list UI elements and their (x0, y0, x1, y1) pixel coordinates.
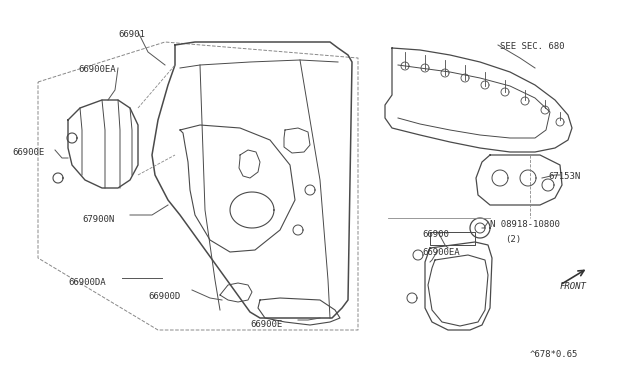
Text: N 08918-10800: N 08918-10800 (490, 220, 560, 229)
Text: 66900E: 66900E (250, 320, 282, 329)
Text: ^678*0.65: ^678*0.65 (530, 350, 579, 359)
Text: 66900E: 66900E (12, 148, 44, 157)
Text: 66900EA: 66900EA (78, 65, 116, 74)
Text: 66900D: 66900D (148, 292, 180, 301)
Text: 66900DA: 66900DA (68, 278, 106, 287)
Text: 67900N: 67900N (82, 215, 115, 224)
Text: 67153N: 67153N (548, 172, 580, 181)
Text: 66900: 66900 (422, 230, 449, 239)
Text: 66900EA: 66900EA (422, 248, 460, 257)
Text: SEE SEC. 680: SEE SEC. 680 (500, 42, 564, 51)
Text: 66901: 66901 (118, 30, 145, 39)
Text: (2): (2) (505, 235, 521, 244)
Text: FRONT: FRONT (560, 282, 587, 291)
